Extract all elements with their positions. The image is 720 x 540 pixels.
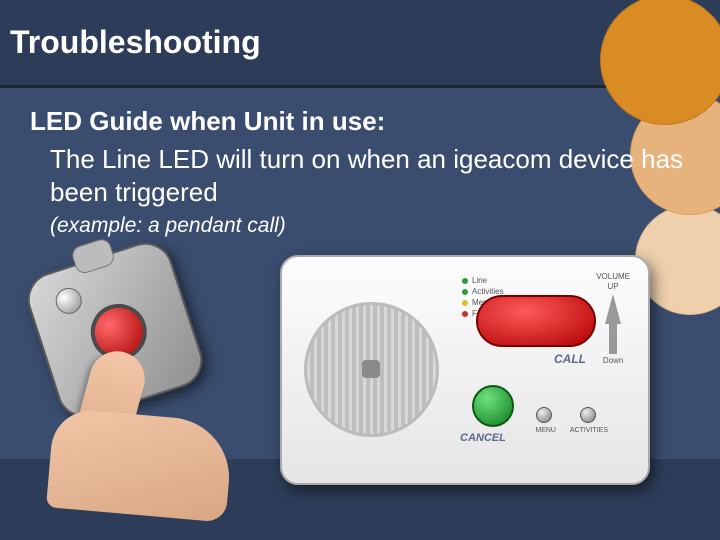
pendant-small-button xyxy=(52,284,85,317)
pendant-image xyxy=(30,255,255,470)
pendant-neck xyxy=(70,237,117,276)
subheading: LED Guide when Unit in use: xyxy=(30,106,690,137)
cancel-button xyxy=(472,385,514,427)
device-image: Line Activities Menu Fault CALL CANCEL M… xyxy=(280,255,650,485)
led-label: Line xyxy=(472,275,487,286)
volume-down-label: Down xyxy=(596,356,630,366)
speaker-grille xyxy=(304,302,439,437)
call-label: CALL xyxy=(554,352,586,366)
led-dot-green-icon xyxy=(462,278,468,284)
example-text: (example: a pendant call) xyxy=(50,214,690,238)
slide-body: LED Guide when Unit in use: The Line LED… xyxy=(0,88,720,238)
led-line: Line xyxy=(462,275,504,286)
hand xyxy=(46,407,234,522)
volume-label: VOLUME xyxy=(596,272,630,282)
volume-control: VOLUME UP Down xyxy=(596,272,630,366)
image-row: Line Activities Menu Fault CALL CANCEL M… xyxy=(30,255,650,485)
led-dot-green-icon xyxy=(462,289,468,295)
volume-up-label: UP xyxy=(596,282,630,292)
slide: Troubleshooting LED Guide when Unit in u… xyxy=(0,0,720,540)
led-dot-yellow-icon xyxy=(462,300,468,306)
volume-bar-icon xyxy=(609,294,617,354)
activities-button xyxy=(580,407,596,423)
menu-label: MENU xyxy=(535,427,556,434)
menu-button xyxy=(536,407,552,423)
slide-title: Troubleshooting xyxy=(10,24,261,61)
description-text: The Line LED will turn on when an igeaco… xyxy=(50,143,690,208)
call-button xyxy=(476,295,596,347)
led-dot-red-icon xyxy=(462,311,468,317)
activities-label: ACTIVITIES xyxy=(570,427,608,434)
cancel-label: CANCEL xyxy=(460,432,506,444)
